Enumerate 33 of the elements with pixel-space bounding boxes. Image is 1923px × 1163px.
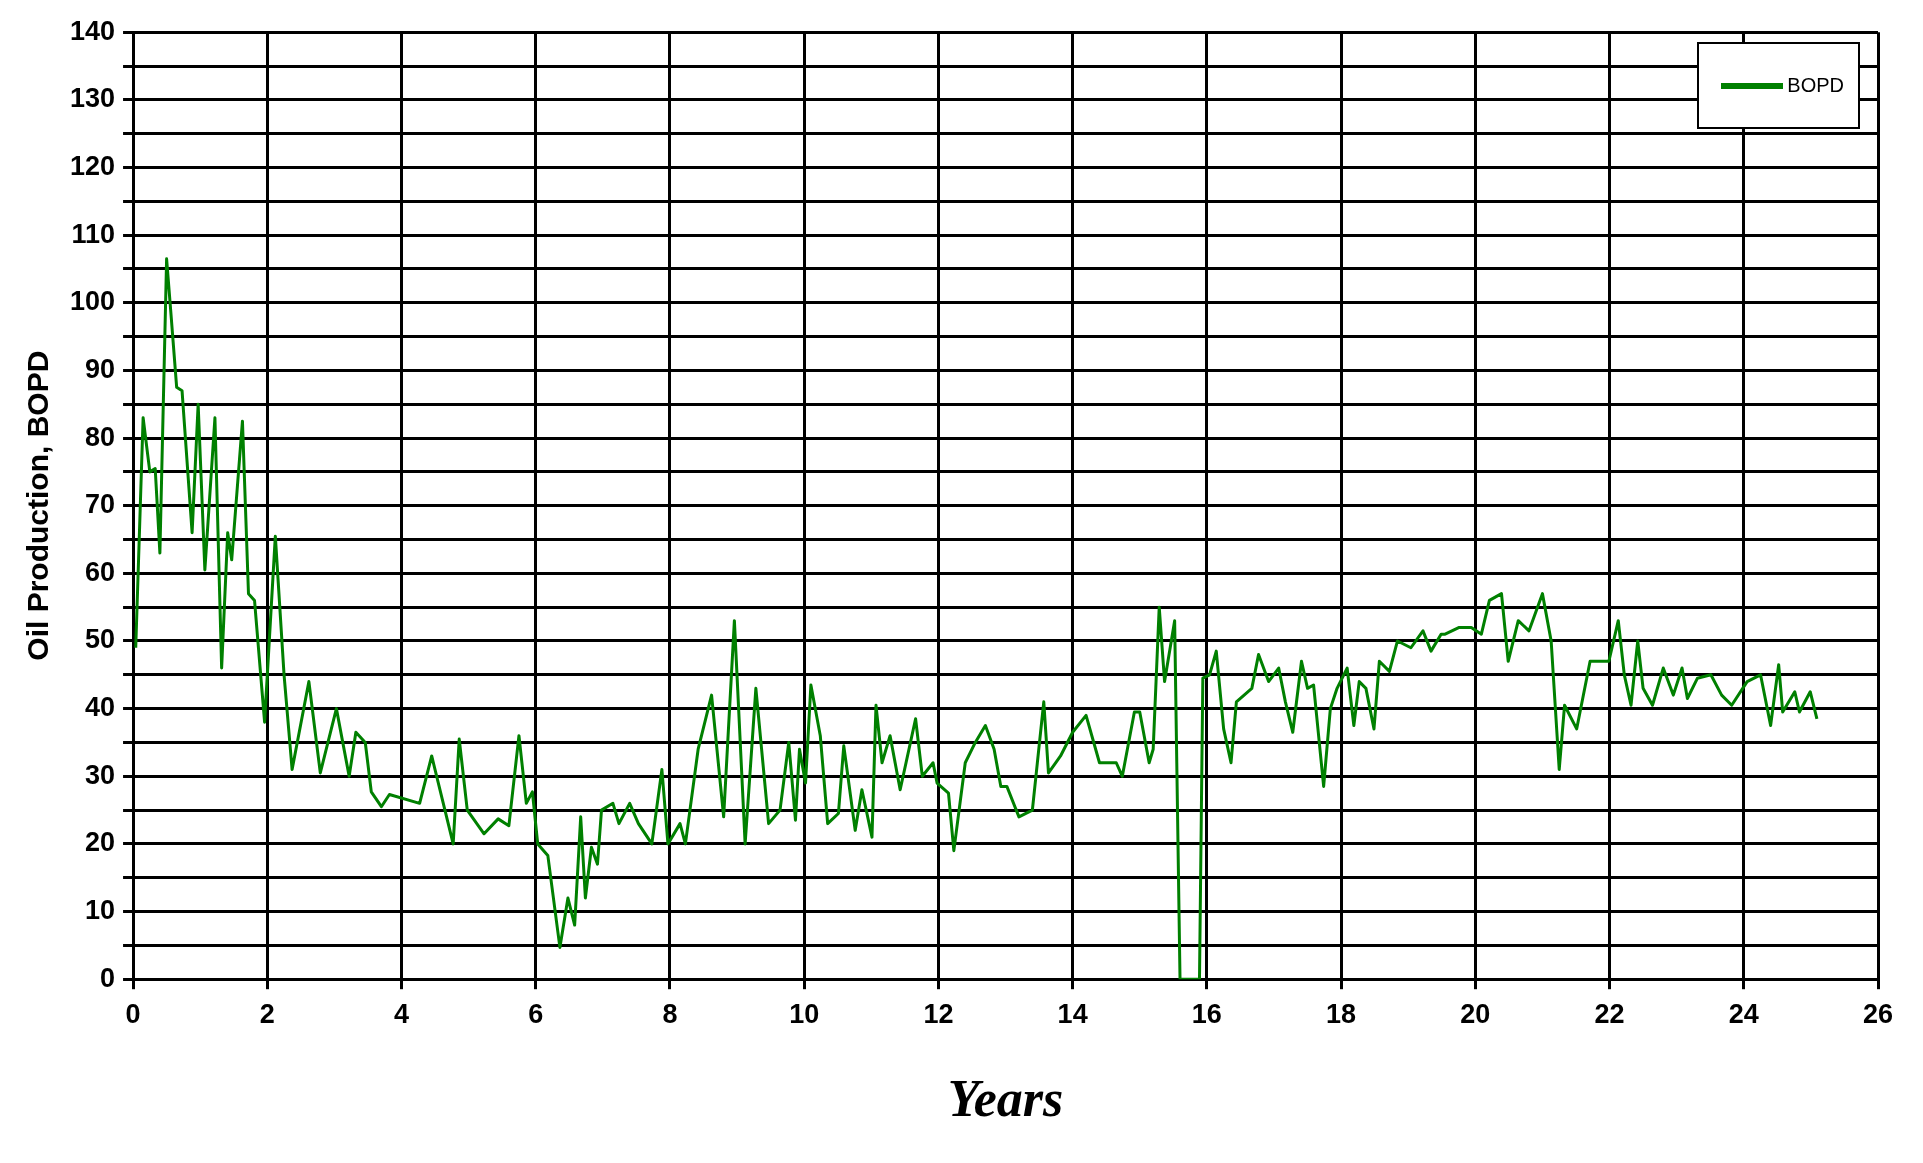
legend-label: BOPD <box>1787 74 1844 98</box>
y-tick-label: 30 <box>85 759 116 790</box>
y-tick-label: 50 <box>85 624 116 655</box>
x-tick-label: 14 <box>1057 998 1088 1029</box>
y-tick-label: 60 <box>85 556 116 587</box>
y-tick-label: 10 <box>85 895 116 926</box>
x-tick-label: 6 <box>528 998 544 1029</box>
y-tick-label: 80 <box>85 421 116 452</box>
x-tick-label: 12 <box>923 998 954 1029</box>
x-tick-label: 2 <box>259 998 275 1029</box>
x-tick-label: 22 <box>1594 998 1625 1029</box>
x-tick-label: 10 <box>789 998 820 1029</box>
y-tick-label: 120 <box>69 150 116 181</box>
x-tick-label: 4 <box>393 998 410 1029</box>
x-tick-label: 0 <box>125 998 141 1029</box>
y-axis-title: Oil Production, BOPD <box>21 350 55 661</box>
x-tick-label: 20 <box>1460 998 1491 1029</box>
x-tick-label: 24 <box>1728 998 1759 1029</box>
y-tick-label: 70 <box>85 489 116 520</box>
legend-box: BOPD <box>1697 42 1860 130</box>
y-tick-label: 130 <box>69 83 116 114</box>
y-tick-label: 110 <box>71 218 116 249</box>
x-tick-label: 16 <box>1191 998 1222 1029</box>
y-tick-label: 20 <box>85 827 116 858</box>
x-tick-label: 8 <box>662 998 678 1029</box>
y-tick-label: 140 <box>69 15 116 46</box>
y-tick-label: 90 <box>85 353 116 384</box>
x-tick-label: 26 <box>1862 998 1894 1029</box>
x-tick-label: 18 <box>1326 998 1357 1029</box>
x-axis-title: Years <box>947 1070 1064 1128</box>
y-tick-label: 0 <box>100 962 116 993</box>
y-tick-label: 40 <box>85 692 116 723</box>
y-tick-label: 100 <box>69 286 116 317</box>
